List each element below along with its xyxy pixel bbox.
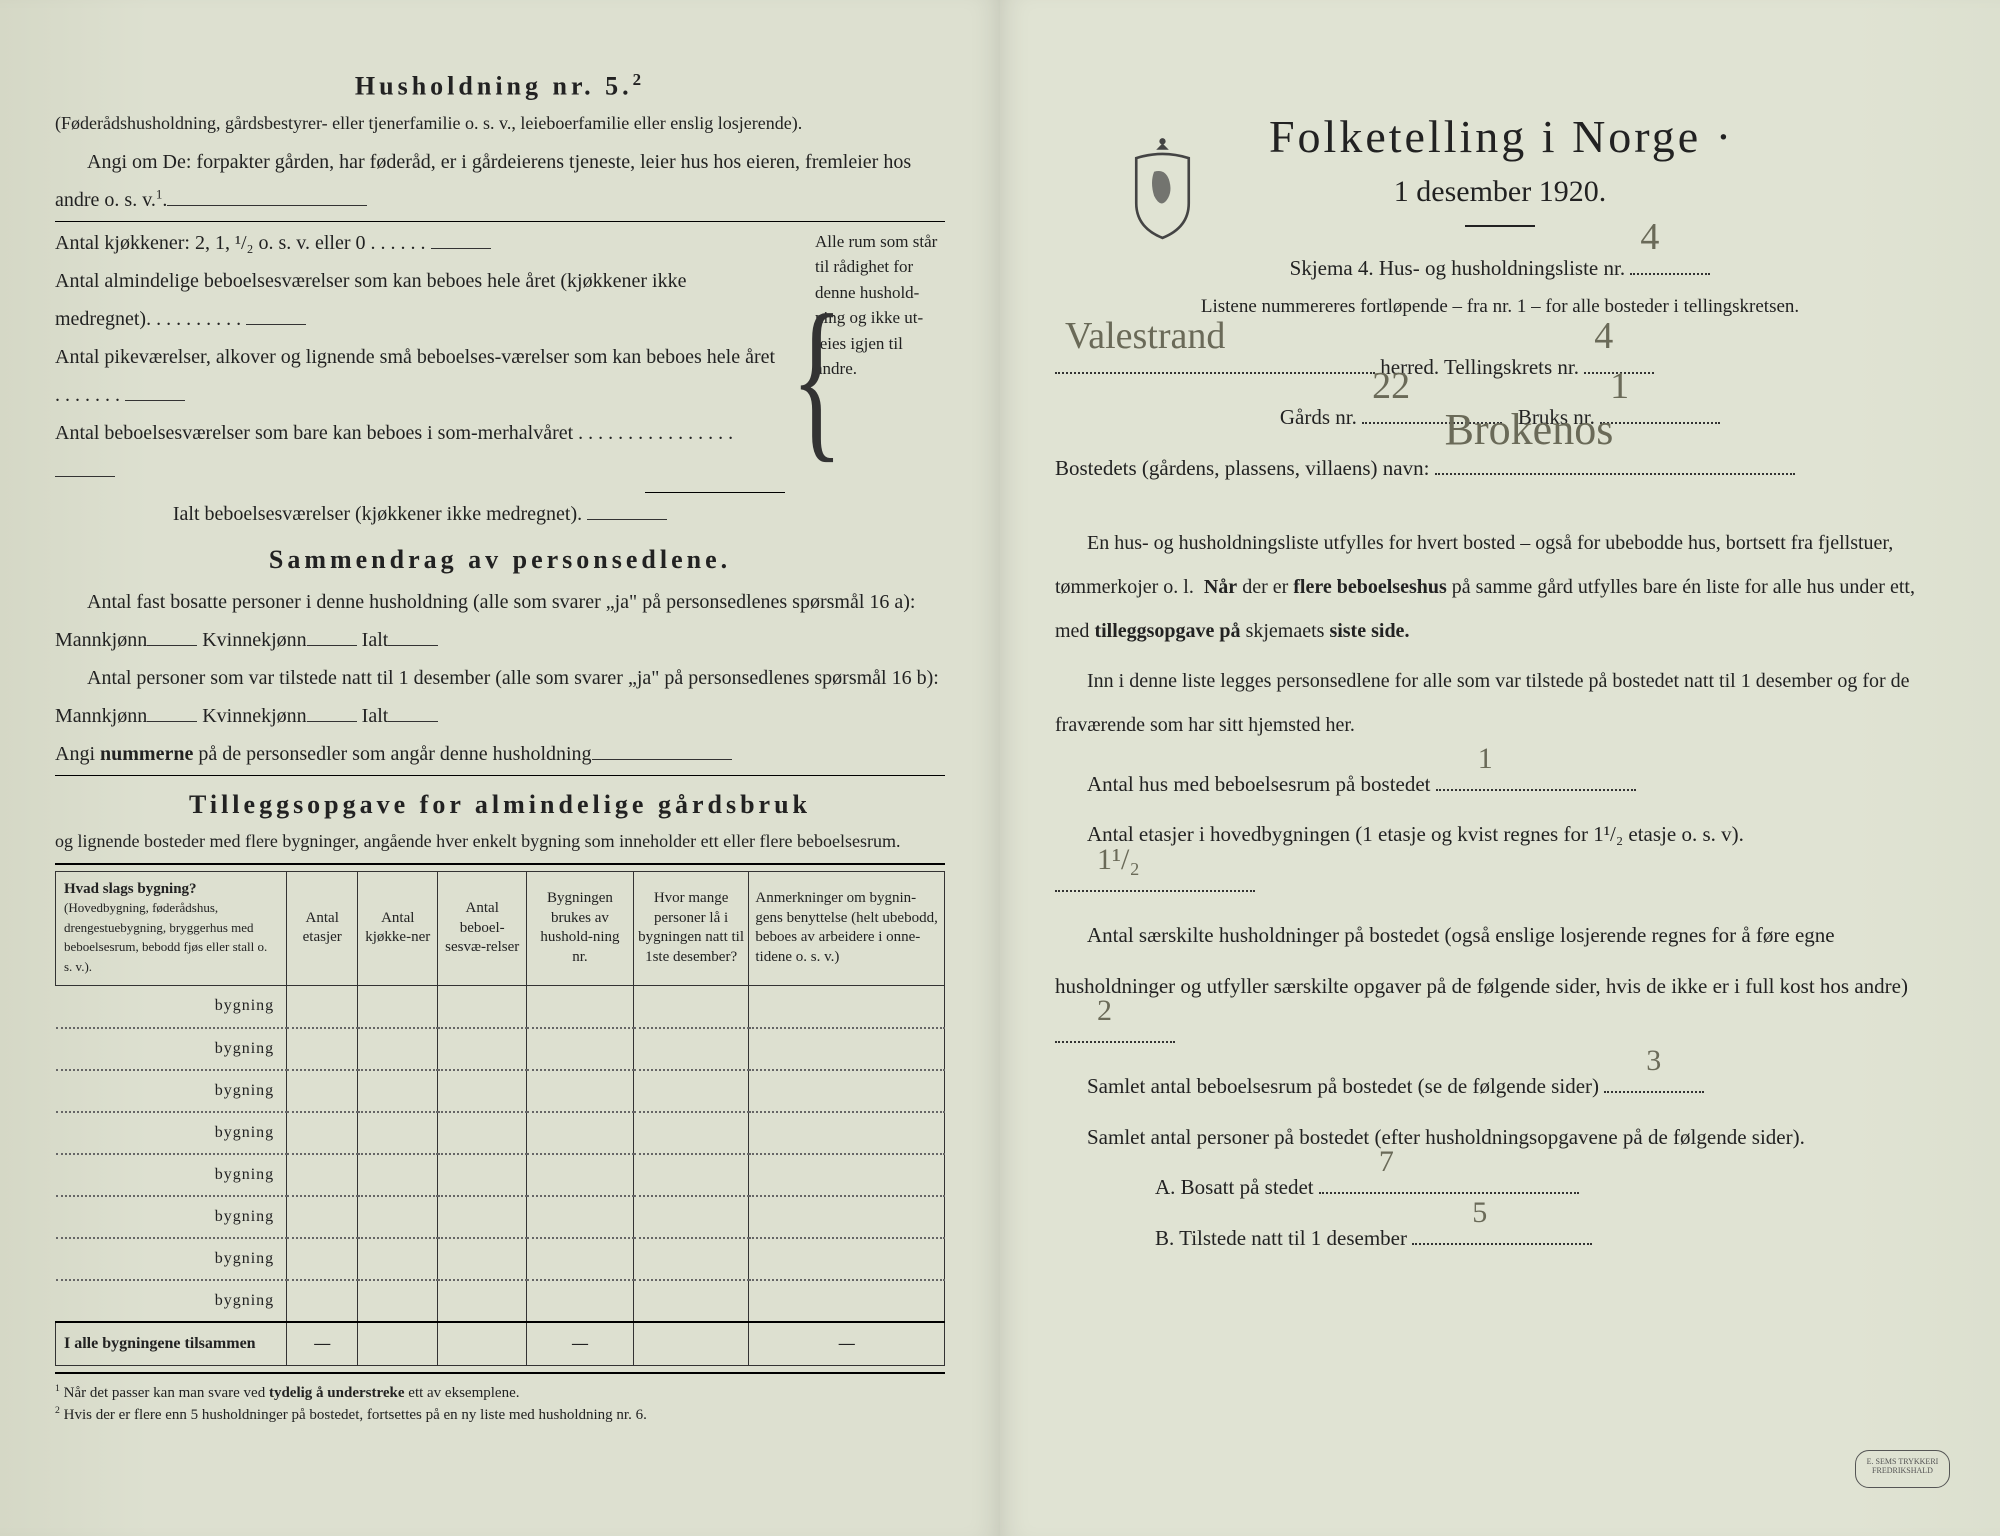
sammendrag-line-3: Angi nummerne på de personsedler som ang… — [55, 735, 945, 773]
q2-line: Antal etasjer i hovedbygningen (1 etasje… — [1055, 809, 1945, 910]
table-row: bygning — [56, 1154, 945, 1196]
table-row: bygning — [56, 1238, 945, 1280]
q1-line: Antal hus med beboelsesrum på bostedet 1 — [1055, 759, 1945, 809]
bosted-line: Bostedets (gårdens, plassens, villaens) … — [1055, 443, 1945, 493]
sammendrag-line-1: Antal fast bosatte personer i denne hush… — [55, 583, 945, 659]
angi-line: Angi om De: forpakter gården, har føderå… — [55, 143, 945, 219]
brace-icon: { — [791, 297, 809, 459]
para-2: Inn i denne liste legges personsedlene f… — [1055, 659, 1945, 747]
tillegg-title: Tilleggsopgave for almindelige gårdsbruk — [55, 790, 945, 820]
para-1: En hus- og husholdningsliste utfylles fo… — [1055, 521, 1945, 653]
room-line-3: Antal beboelsesværelser som bare kan beb… — [55, 414, 785, 490]
coat-of-arms-icon — [1120, 135, 1205, 240]
sammendrag-line-2: Antal personer som var tilstede natt til… — [55, 659, 945, 735]
th-3: Antal kjøkke-ner — [358, 871, 438, 986]
husholdning-5-note: (Føderådshusholdning, gårdsbestyrer- ell… — [55, 110, 945, 137]
room-line-1: Antal almindelige beboelsesværelser som … — [55, 262, 785, 338]
tillegg-subtitle: og lignende bosteder med flere bygninger… — [55, 828, 945, 855]
table-row: bygning — [56, 1196, 945, 1238]
th-6: Hvor mange personer lå i bygningen natt … — [633, 871, 749, 986]
sammendrag-title: Sammendrag av personsedlene. — [55, 545, 945, 575]
kjokken-line: Antal kjøkkener: 2, 1, ¹/₂ o. s. v. elle… — [55, 224, 785, 262]
th-5: Bygningen brukes av hushold-ning nr. — [527, 871, 634, 986]
skjema-line: Skjema 4. Hus- og husholdningsliste nr. … — [1055, 243, 1945, 293]
qA-line: A. Bosatt på stedet 7 — [1055, 1162, 1945, 1212]
th-2: Antal etasjer — [287, 871, 358, 986]
husholdning-5-title: Husholdning nr. 5.2 — [55, 70, 945, 102]
bygning-table: Hvad slags bygning? (Hovedbygning, føder… — [55, 871, 945, 1367]
q4-line: Samlet antal beboelsesrum på bostedet (s… — [1055, 1061, 1945, 1111]
q5-line: Samlet antal personer på bostedet (efter… — [1055, 1112, 1945, 1162]
room-line-2: Antal pikeværelser, alkover og lignende … — [55, 338, 785, 414]
table-footer-row: I alle bygningene tilsammen ——— — [56, 1322, 945, 1366]
table-row: bygning — [56, 1070, 945, 1112]
th-1: Hvad slags bygning? (Hovedbygning, føder… — [56, 871, 287, 986]
printer-stamp: E. SEMS TRYKKERIFREDRIKSHALD — [1855, 1450, 1950, 1488]
footnotes: 1 Når det passer kan man svare ved tydel… — [55, 1382, 945, 1426]
table-row: bygning — [56, 1028, 945, 1070]
table-row: bygning — [56, 1112, 945, 1154]
room-total-line: Ialt beboelsesværelser (kjøkkener ikke m… — [55, 495, 785, 533]
table-row: bygning — [56, 986, 945, 1028]
q3-line: Antal særskilte husholdninger på bostede… — [1055, 910, 1945, 1061]
right-page: Folketelling i Norge · 1 desember 1920. … — [1000, 0, 2000, 1536]
table-row: bygning — [56, 1280, 945, 1322]
left-page: Husholdning nr. 5.2 (Føderådshusholdning… — [0, 0, 1000, 1536]
qB-line: B. Tilstede natt til 1 desember 5 — [1055, 1213, 1945, 1263]
th-7: Anmerkninger om bygnin-gens benyttelse (… — [749, 871, 945, 986]
th-4: Antal beboel-sesvæ-relser — [438, 871, 527, 986]
rooms-brace-section: Antal kjøkkener: 2, 1, ¹/₂ o. s. v. elle… — [55, 224, 945, 533]
